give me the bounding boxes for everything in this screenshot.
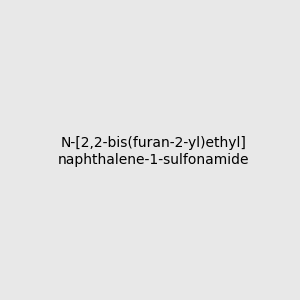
Text: N-[2,2-bis(furan-2-yl)ethyl]
naphthalene-1-sulfonamide: N-[2,2-bis(furan-2-yl)ethyl] naphthalene…: [58, 136, 250, 166]
